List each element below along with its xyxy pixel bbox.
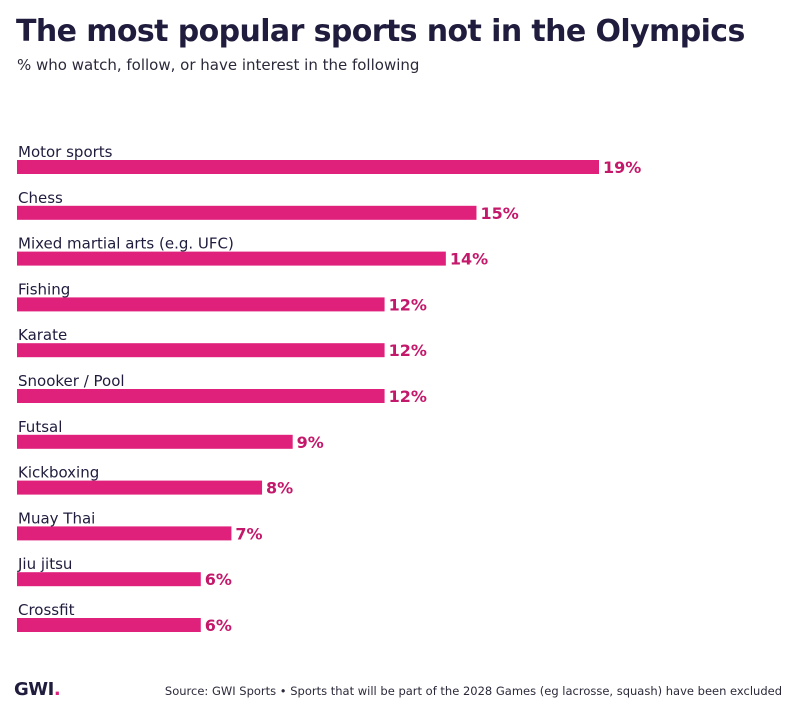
gwi-logo: GWI.: [14, 679, 61, 700]
value-label: 7%: [235, 524, 262, 543]
category-label: Karate: [18, 326, 67, 344]
source-note: Source: GWI Sports • Sports that will be…: [164, 684, 782, 698]
value-label: 12%: [389, 341, 427, 360]
category-label: Muay Thai: [18, 509, 95, 527]
value-label: 9%: [297, 433, 324, 452]
bar: [17, 572, 201, 587]
value-label: 14%: [450, 250, 488, 269]
value-label: 8%: [266, 479, 293, 498]
logo-text: GWI: [14, 679, 54, 700]
logo-dot: .: [53, 679, 61, 700]
value-label: 12%: [389, 295, 427, 314]
category-label: Motor sports: [18, 143, 113, 161]
bar: [17, 618, 201, 632]
value-label: 6%: [205, 616, 232, 635]
bar-chart: Motor sports 19% Chess 15% Mixed martial art…: [17, 143, 641, 635]
bar: [17, 343, 385, 358]
chart-title: The most popular sports not in the Olymp…: [16, 14, 745, 49]
value-label: 6%: [205, 570, 232, 589]
category-label: Jiu jitsu: [17, 555, 72, 573]
bar: [17, 526, 232, 541]
bar: [17, 389, 385, 403]
bar: [17, 297, 385, 312]
chart-subtitle: % who watch, follow, or have interest in…: [17, 56, 420, 74]
category-label: Snooker / Pool: [18, 372, 125, 390]
value-label: 19%: [603, 158, 641, 177]
bar: [17, 205, 477, 220]
bar: [17, 480, 263, 495]
category-label: Fishing: [18, 280, 70, 298]
category-label: Mixed martial arts (e.g. UFC): [18, 235, 234, 253]
category-label: Futsal: [18, 418, 62, 436]
bar: [17, 251, 446, 266]
bar: [17, 160, 599, 174]
category-label: Chess: [18, 189, 63, 207]
category-label: Crossfit: [18, 601, 75, 619]
category-label: Kickboxing: [18, 464, 99, 482]
bar: [17, 434, 293, 449]
value-label: 15%: [480, 204, 518, 223]
value-label: 12%: [389, 387, 427, 406]
